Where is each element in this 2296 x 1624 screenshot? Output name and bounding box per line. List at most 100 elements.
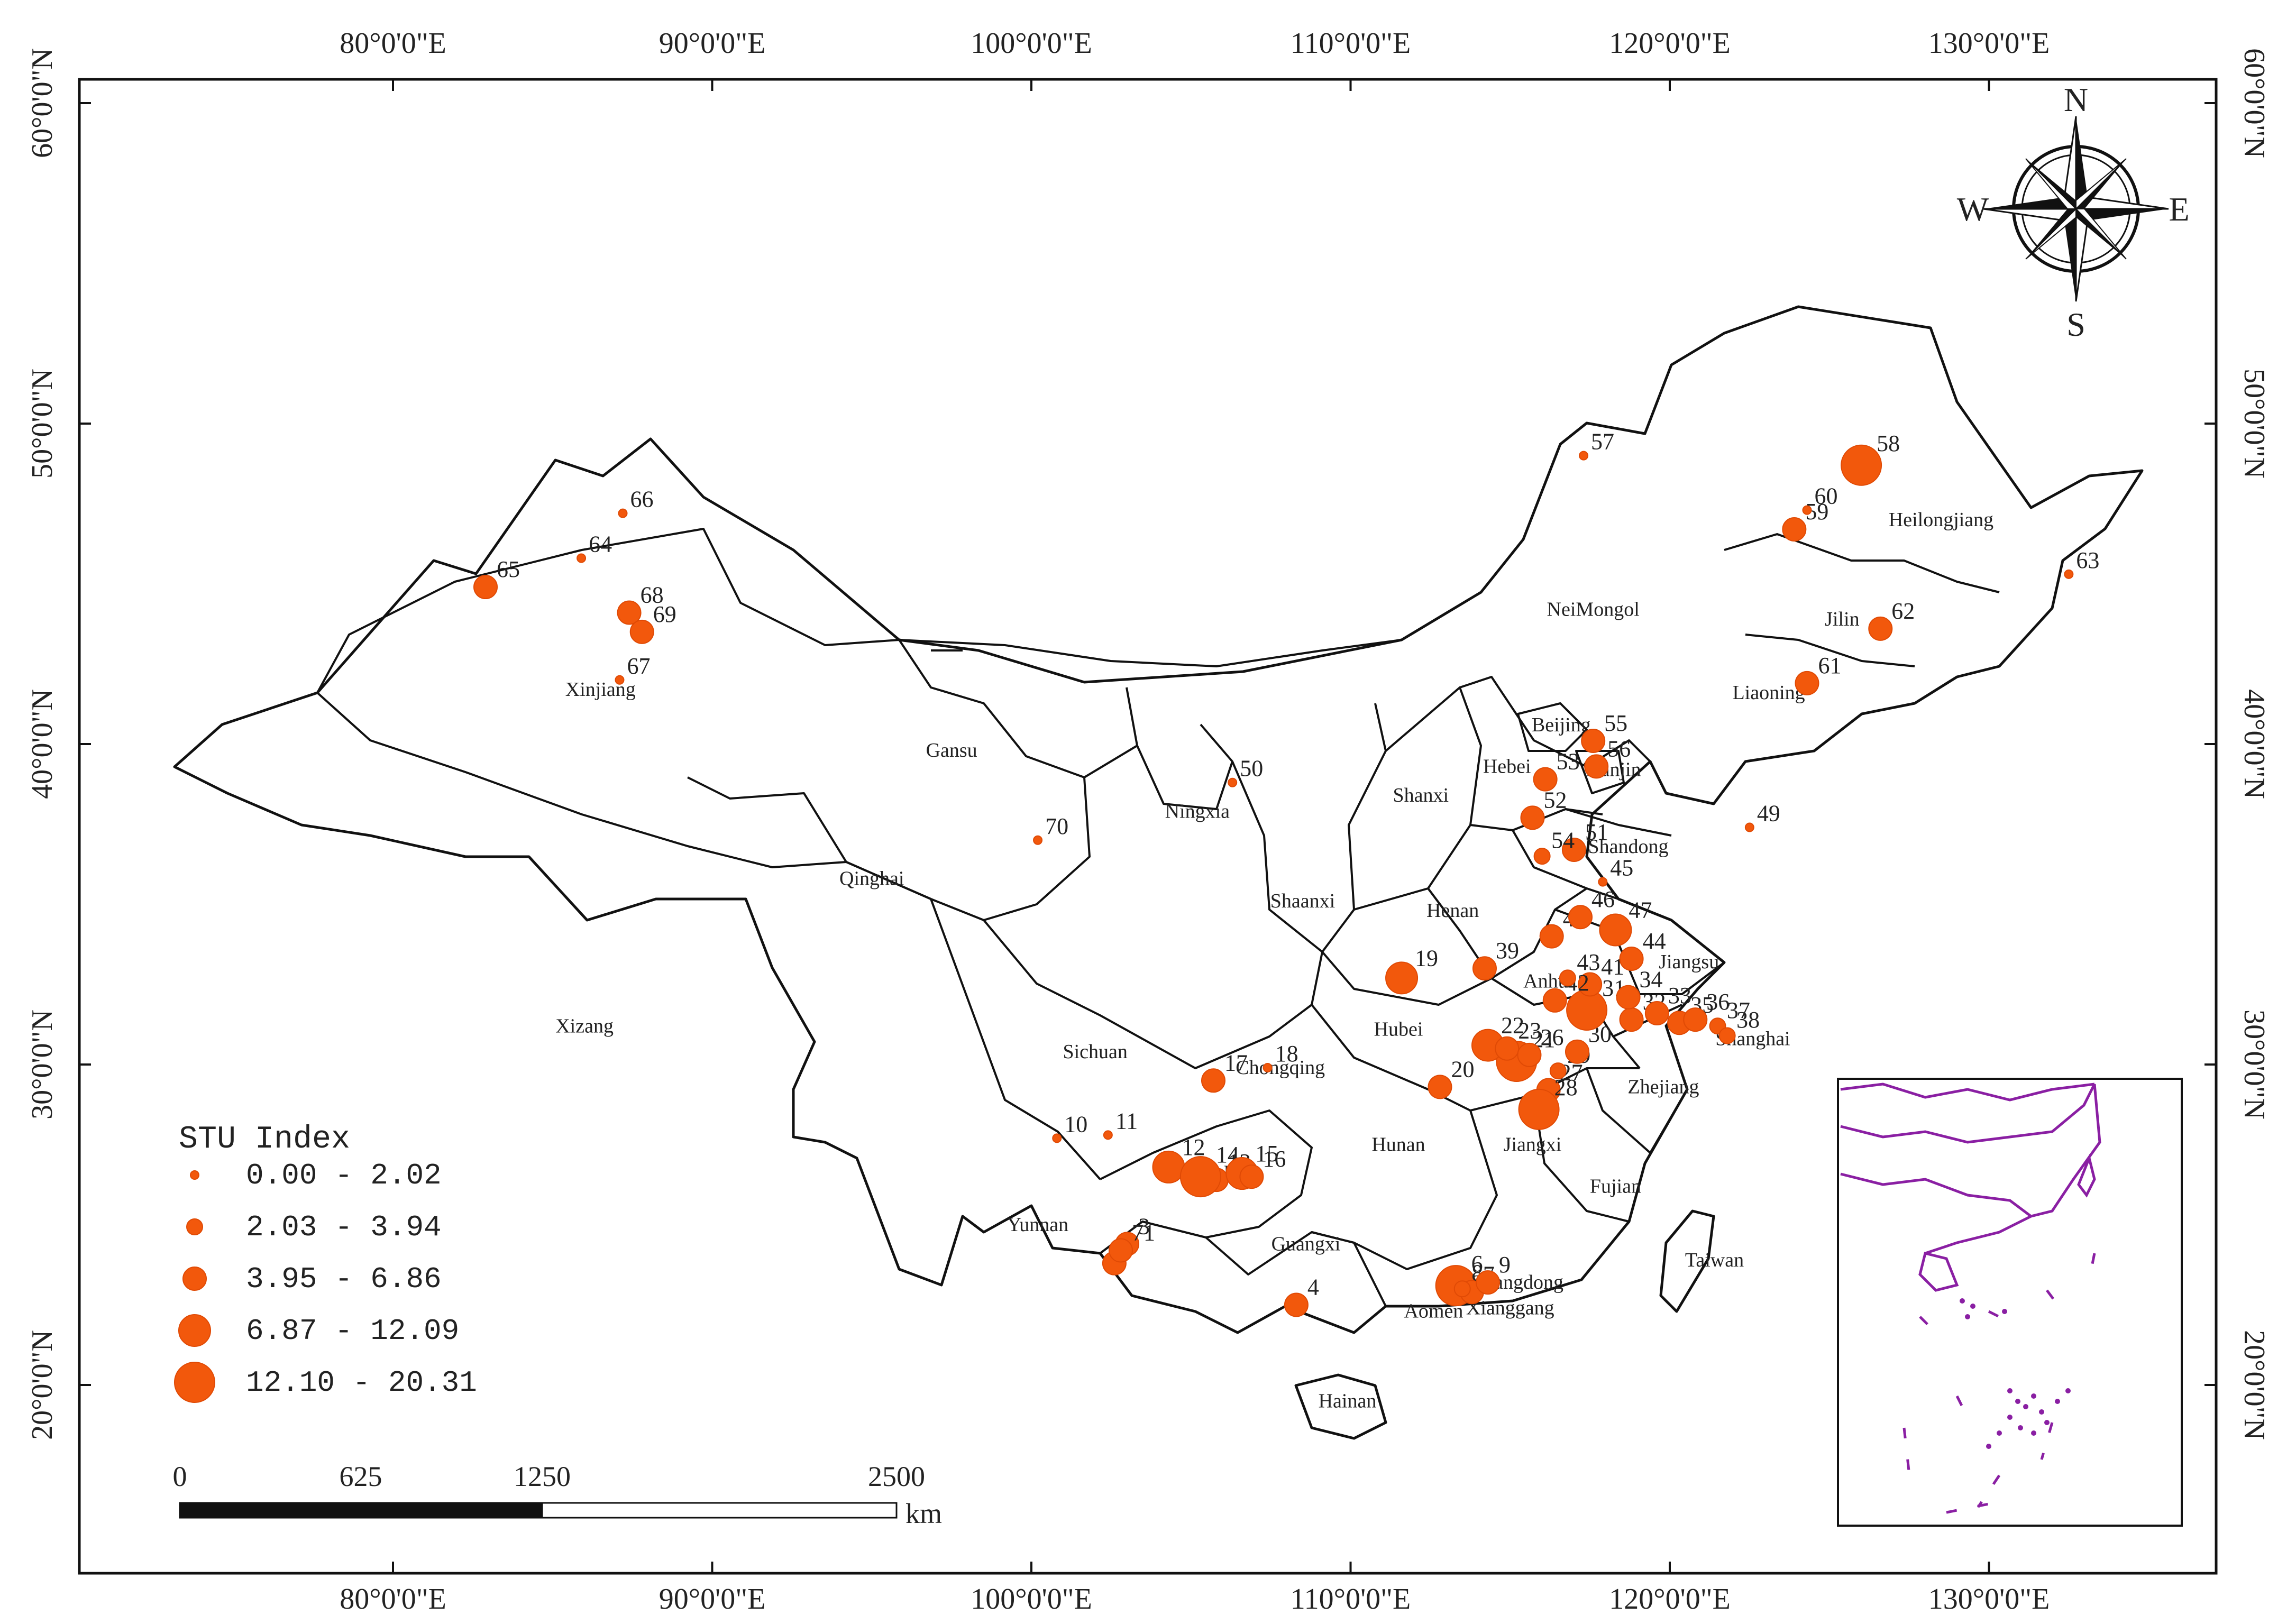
province-label-ningxia: Ningxia bbox=[1165, 800, 1230, 822]
site-label-15: 15 bbox=[1255, 1141, 1278, 1167]
site-marker-64 bbox=[577, 553, 587, 563]
province-label-guangxi: Guangxi bbox=[1272, 1233, 1341, 1255]
boundary-heilongjiang-jilin bbox=[1724, 533, 2000, 667]
inset-dot-13 bbox=[2055, 1399, 2060, 1404]
site-label-62: 62 bbox=[1891, 598, 1915, 624]
site-label-66: 66 bbox=[630, 487, 654, 512]
site-marker-16 bbox=[1239, 1164, 1264, 1189]
province-label-hubei: Hubei bbox=[1374, 1018, 1423, 1040]
site-label-70: 70 bbox=[1045, 813, 1068, 839]
province-label-hunan: Hunan bbox=[1371, 1134, 1425, 1156]
site-marker-53 bbox=[1533, 767, 1558, 792]
province-label-jilin: Jilin bbox=[1825, 608, 1859, 630]
site-label-6: 6 bbox=[1471, 1251, 1483, 1277]
lat-label-right-1: 50°0'0"N bbox=[2238, 369, 2271, 479]
legend-items: 0.00 - 2.02 2.03 - 3.94 3.95 - 6.86 6.87 - … bbox=[174, 1159, 477, 1403]
province-label-chongqing: Chongqing bbox=[1236, 1057, 1325, 1079]
site-marker-58 bbox=[1841, 444, 1882, 486]
site-marker-56 bbox=[1584, 754, 1609, 779]
inset-dot-6 bbox=[2023, 1404, 2028, 1409]
inset-dot-1 bbox=[1970, 1304, 1975, 1309]
site-label-53: 53 bbox=[1557, 749, 1580, 775]
site-label-9: 9 bbox=[1499, 1252, 1511, 1278]
site-label-10: 10 bbox=[1064, 1111, 1087, 1137]
lat-label-right-4: 20°0'0"N bbox=[2238, 1330, 2271, 1440]
site-label-23: 23 bbox=[1518, 1018, 1541, 1044]
taiwan-island bbox=[1659, 1209, 1715, 1313]
site-marker-52 bbox=[1520, 805, 1545, 830]
site-marker-63 bbox=[2064, 569, 2074, 579]
graticule-ticks bbox=[79, 79, 2216, 1573]
site-label-56: 56 bbox=[1607, 736, 1631, 761]
site-label-39: 39 bbox=[1496, 938, 1519, 964]
province-label-xianggang: Xianggang bbox=[1466, 1297, 1554, 1319]
province-label-jiangxi: Jiangxi bbox=[1504, 1134, 1562, 1156]
compass-rose: N S E W bbox=[1957, 81, 2190, 343]
site-marker-43 bbox=[1559, 969, 1576, 987]
legend-symbol-1 bbox=[186, 1218, 203, 1235]
legend-label-3: 6.87 - 12.09 bbox=[246, 1314, 459, 1348]
lon-label-top-3: 110°0'0"E bbox=[1291, 27, 1411, 60]
inset-coastline bbox=[1840, 1082, 2101, 1292]
site-marker-66 bbox=[618, 508, 628, 518]
site-marker-36 bbox=[1683, 1007, 1708, 1032]
site-marker-32 bbox=[1619, 1007, 1644, 1032]
site-label-18: 18 bbox=[1275, 1041, 1298, 1067]
site-label-44: 44 bbox=[1643, 928, 1666, 954]
boundary-shandong bbox=[1512, 808, 1672, 900]
inset-island-dots bbox=[1960, 1298, 2071, 1449]
lon-label-bottom-5: 130°0'0"E bbox=[1928, 1583, 2050, 1616]
site-label-52: 52 bbox=[1543, 787, 1567, 813]
lon-label-bottom-3: 110°0'0"E bbox=[1291, 1583, 1411, 1616]
inset-dot-14 bbox=[2065, 1388, 2071, 1393]
site-label-55: 55 bbox=[1604, 710, 1627, 736]
site-label-69: 69 bbox=[653, 601, 676, 627]
site-label-46: 46 bbox=[1591, 886, 1615, 912]
province-label-gansu: Gansu bbox=[926, 739, 977, 761]
site-marker-29 bbox=[1549, 1062, 1567, 1080]
site-marker-50 bbox=[1228, 777, 1238, 787]
site-marker-41 bbox=[1578, 972, 1603, 997]
site-marker-55 bbox=[1581, 728, 1606, 753]
site-label-20: 20 bbox=[1451, 1056, 1474, 1082]
site-marker-67 bbox=[615, 675, 625, 685]
boundary-xizang bbox=[316, 692, 931, 900]
province-labels: Xinjiang Xizang Qinghai Gansu NeiMongol Heilo… bbox=[555, 509, 1993, 1412]
legend-label-1: 2.03 - 3.94 bbox=[246, 1210, 442, 1244]
legend-title: STU Index bbox=[179, 1122, 350, 1158]
site-label-12: 12 bbox=[1182, 1134, 1205, 1160]
site-label-34: 34 bbox=[1640, 967, 1663, 993]
province-label-xinjiang: Xinjiang bbox=[565, 678, 636, 701]
inset-dot-12 bbox=[2044, 1420, 2050, 1425]
legend-label-4: 12.10 - 20.31 bbox=[246, 1366, 477, 1400]
site-label-71: 71 bbox=[1132, 1219, 1155, 1245]
inset-dot-7 bbox=[2031, 1393, 2036, 1399]
lon-label-bottom-0: 80°0'0"E bbox=[340, 1583, 446, 1616]
site-label-16: 16 bbox=[1263, 1146, 1286, 1172]
lon-label-bottom-1: 90°0'0"E bbox=[659, 1583, 766, 1616]
site-label-47: 47 bbox=[1629, 897, 1652, 923]
site-marker-44 bbox=[1619, 947, 1644, 971]
site-marker-60 bbox=[1802, 505, 1812, 515]
scale-bar: 0 625 1250 2500 km bbox=[173, 1461, 943, 1529]
boundary-beijing-tianjin bbox=[1517, 702, 1625, 794]
compass-e-label: E bbox=[2169, 190, 2189, 228]
site-label-36: 36 bbox=[1706, 989, 1730, 1015]
site-label-57: 57 bbox=[1591, 429, 1614, 455]
site-marker-61 bbox=[1795, 671, 1819, 695]
site-marker-49 bbox=[1744, 822, 1754, 832]
site-label-58: 58 bbox=[1877, 430, 1900, 456]
boundary-hubei-anhui bbox=[1321, 951, 1641, 1069]
site-label-22: 22 bbox=[1501, 1013, 1524, 1039]
inset-dot-5 bbox=[2015, 1399, 2020, 1404]
site-marker-70 bbox=[1033, 835, 1043, 845]
site-marker-47 bbox=[1599, 913, 1632, 947]
site-marker-62 bbox=[1868, 616, 1893, 641]
site-marker-26 bbox=[1517, 1042, 1542, 1067]
lat-label-left-4: 20°0'0"N bbox=[26, 1330, 59, 1440]
legend-label-0: 0.00 - 2.02 bbox=[246, 1159, 442, 1192]
boundary-hunan-jiangxi bbox=[1311, 1004, 1640, 1270]
inset-dot-4 bbox=[2007, 1388, 2013, 1393]
site-label-45: 45 bbox=[1610, 855, 1633, 881]
